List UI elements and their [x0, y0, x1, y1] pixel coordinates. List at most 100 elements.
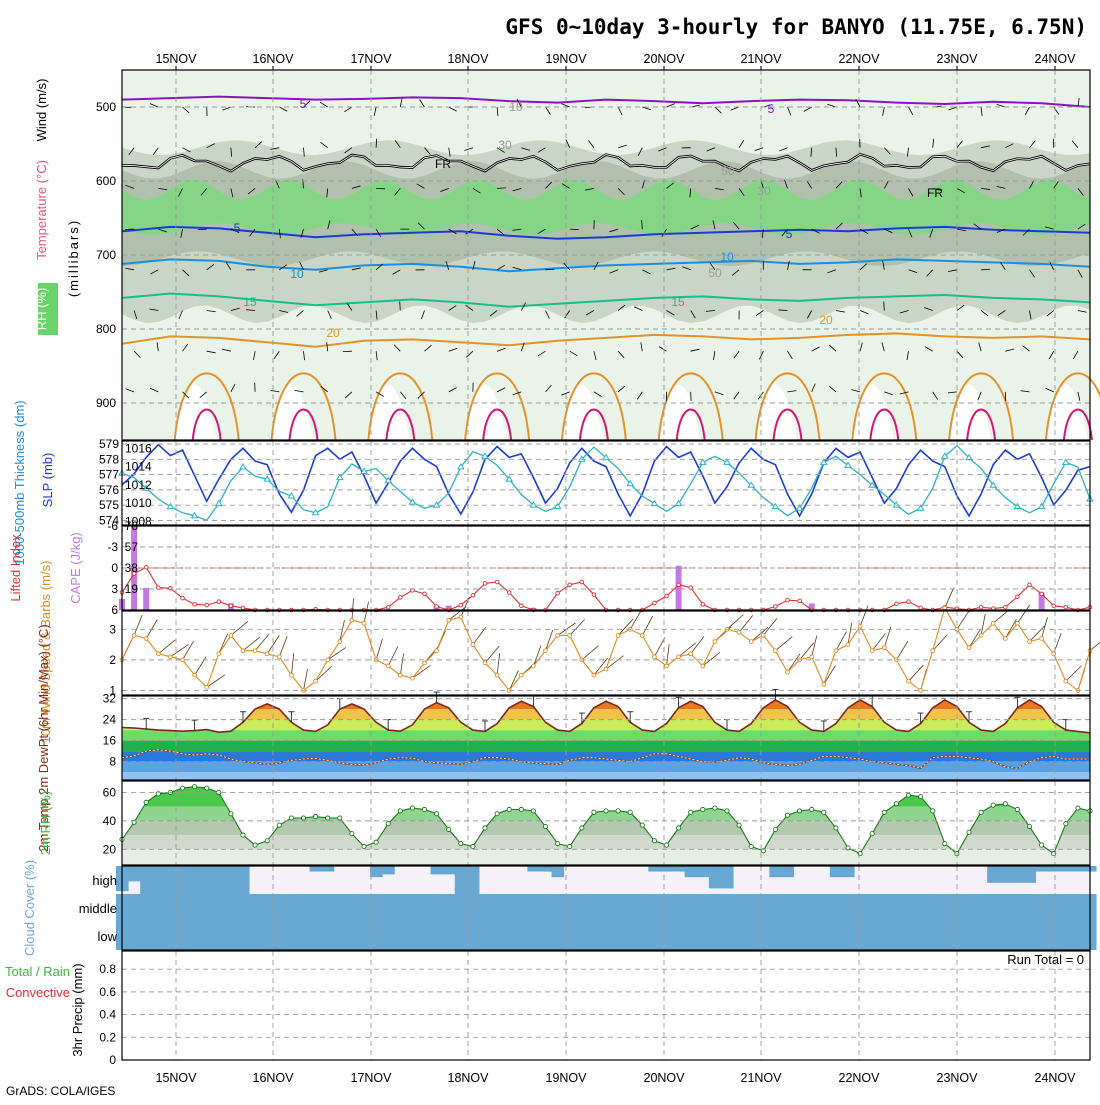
lifted-index-point — [217, 600, 221, 604]
cape-tick: 38 — [125, 561, 139, 575]
precip-tick: 0.2 — [99, 1030, 116, 1044]
cloud-bar-middle — [539, 894, 552, 922]
wind-speed-point — [193, 673, 197, 677]
cloud-bar-low — [987, 922, 1000, 950]
cloud-bar-low — [709, 922, 722, 950]
lifted-index-point — [1004, 605, 1008, 609]
cloud-bar-middle — [406, 894, 419, 922]
date-label-bottom: 24NOV — [1035, 1071, 1077, 1085]
contour-label: 10 — [290, 267, 304, 281]
cloud-bar-middle — [660, 894, 673, 922]
rh-tick: 40 — [103, 814, 117, 828]
cloud-bar-low — [249, 922, 262, 950]
contour-label: 30 — [498, 138, 512, 152]
cloud-bar-high — [213, 866, 226, 894]
cloud-bar-middle — [709, 894, 722, 922]
cloud-bar-low — [152, 922, 165, 950]
cloud-bar-middle — [576, 894, 589, 922]
precip-axis-title: 3hr Precip (mm) — [70, 963, 85, 1056]
rh-point — [193, 785, 197, 789]
cloud-bar-high — [128, 866, 141, 881]
cloud-bar-middle — [697, 894, 710, 922]
cloud-bar-low — [902, 922, 915, 950]
cloud-bar-low — [842, 922, 855, 950]
rh-point — [556, 842, 560, 846]
rh-point — [919, 795, 923, 799]
cloud-bar-high — [310, 866, 323, 872]
rh-point — [604, 809, 608, 813]
rh-point — [1015, 807, 1019, 811]
rh-point — [967, 830, 971, 834]
cloud-bar-low — [660, 922, 673, 950]
cloud-axis-title: Cloud Cover (%) — [22, 860, 37, 956]
cloud-bar-low — [600, 922, 613, 950]
cloud-bar-middle — [382, 894, 395, 922]
legend-rh: RH (%) — [34, 288, 49, 331]
contour-label: 15 — [671, 295, 685, 309]
cloud-bar-middle — [394, 894, 407, 922]
cloud-bar-high — [660, 866, 673, 872]
contour-label: 5 — [300, 97, 307, 111]
date-label-top: 20NOV — [644, 52, 686, 66]
cloud-bar-middle — [213, 894, 226, 922]
rh-axis-title: 2m RH (%) — [38, 791, 53, 855]
cloud-bar-low — [697, 922, 710, 950]
lifted-index-point — [979, 605, 983, 609]
rh-point — [677, 826, 681, 830]
rh-point — [882, 810, 886, 814]
cloud-row-label: high — [92, 873, 117, 888]
wind-speed-point — [544, 649, 548, 653]
wind-speed-point — [1016, 621, 1020, 625]
cloud-bar-high — [539, 866, 552, 872]
rh-point — [689, 810, 693, 814]
cloud-bar-middle — [842, 894, 855, 922]
rh-point — [277, 823, 281, 827]
date-label-top: 19NOV — [546, 52, 588, 66]
cloud-bar-low — [310, 922, 323, 950]
pressure-axis-title: (millibars) — [66, 219, 81, 297]
cloud-bar-low — [443, 922, 456, 950]
date-label-top: 22NOV — [839, 52, 881, 66]
pressure-tick: 500 — [96, 100, 116, 114]
precip-tick: 0.8 — [99, 962, 116, 976]
cloud-bar-low — [382, 922, 395, 950]
date-label-bottom: 20NOV — [644, 1071, 686, 1085]
rh-point — [205, 786, 209, 790]
rh-point — [785, 813, 789, 817]
cloud-bar-middle — [721, 894, 734, 922]
wind-speed-point — [277, 655, 281, 659]
cloud-bar-low — [576, 922, 589, 950]
temp-band — [122, 741, 1090, 752]
cloud-bar-low — [951, 922, 964, 950]
wind-speed-point — [931, 649, 935, 653]
thickness-tick: 579 — [99, 437, 119, 451]
rh-point — [810, 807, 814, 811]
rh-point — [822, 810, 826, 814]
rh-point — [144, 800, 148, 804]
wind-barb-10m — [1090, 637, 1100, 651]
rh-point — [422, 807, 426, 811]
cloud-bar-low — [890, 922, 903, 950]
rh-point — [435, 812, 439, 816]
slp-axis-title: SLP (mb) — [40, 453, 55, 508]
cape-tick: 76 — [125, 519, 139, 533]
cloud-bar-middle — [346, 894, 359, 922]
lifted-index-point — [701, 603, 705, 607]
lifted-index-point — [520, 604, 524, 608]
cloud-bar-low — [164, 922, 177, 950]
rh-point — [991, 803, 995, 807]
cloud-bar-middle — [878, 894, 891, 922]
cloud-bar-middle — [745, 894, 758, 922]
rh-point — [798, 809, 802, 813]
wind-speed-point — [1028, 640, 1032, 644]
precip-tick: 0.6 — [99, 985, 116, 999]
rh-point — [894, 802, 898, 806]
lifted-index-point — [653, 601, 657, 605]
rh-point — [749, 844, 753, 848]
date-label-bottom: 16NOV — [253, 1071, 295, 1085]
lifted-index-point — [459, 603, 463, 607]
cloud-bar-low — [176, 922, 189, 950]
lifted-index-point — [1016, 595, 1020, 599]
rh-point — [664, 843, 668, 847]
cloud-bar-middle — [527, 894, 540, 922]
